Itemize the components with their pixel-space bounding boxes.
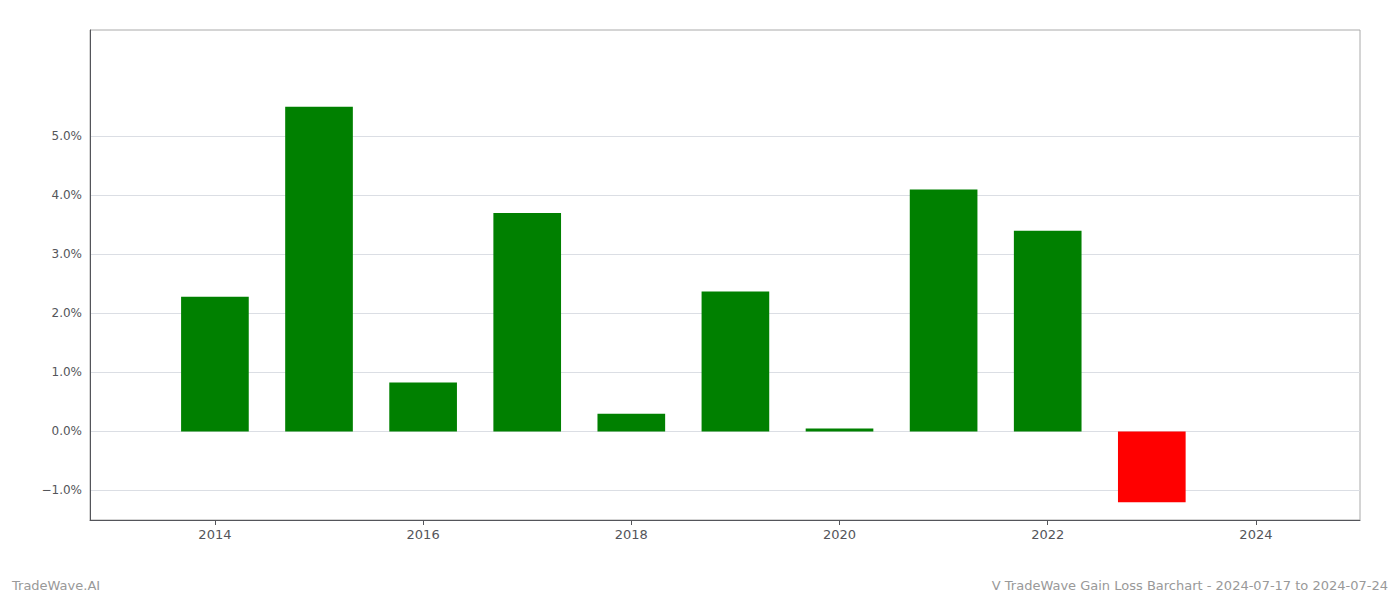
svg-text:5.0%: 5.0% [52,129,83,143]
svg-text:2016: 2016 [407,527,440,542]
svg-text:2024: 2024 [1239,527,1272,542]
svg-text:2020: 2020 [823,527,856,542]
svg-text:1.0%: 1.0% [52,365,83,379]
svg-text:4.0%: 4.0% [52,188,83,202]
svg-text:−1.0%: −1.0% [41,483,82,497]
svg-text:2018: 2018 [615,527,648,542]
svg-text:V TradeWave Gain Loss Barchart: V TradeWave Gain Loss Barchart - 2024-07… [992,578,1388,593]
svg-text:2014: 2014 [198,527,231,542]
svg-text:0.0%: 0.0% [52,424,83,438]
svg-text:3.0%: 3.0% [52,247,83,261]
svg-text:2022: 2022 [1031,527,1064,542]
svg-text:TradeWave.AI: TradeWave.AI [11,578,100,593]
svg-text:2.0%: 2.0% [52,306,83,320]
